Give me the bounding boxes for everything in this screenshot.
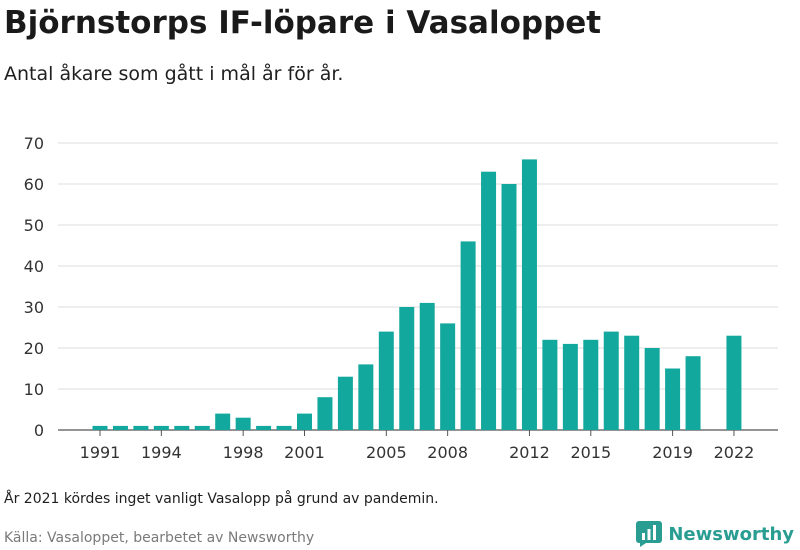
bar [521, 159, 537, 430]
bar [542, 339, 558, 430]
chart-subtitle: Antal åkare som gått i mål år för år. [4, 63, 344, 85]
bar [112, 425, 128, 430]
bar [153, 425, 169, 430]
x-tick-label: 2008 [427, 443, 468, 462]
bar [256, 425, 272, 430]
x-tick-label: 1998 [223, 443, 264, 462]
bar [481, 171, 497, 430]
bar [583, 339, 599, 430]
y-tick-label: 40 [24, 257, 44, 276]
bar [317, 397, 333, 430]
x-tick-label: 2005 [366, 443, 407, 462]
bar [194, 425, 210, 430]
bar [603, 331, 619, 430]
x-tick-label: 2012 [509, 443, 550, 462]
bar [562, 343, 578, 430]
x-tick-label: 1994 [141, 443, 182, 462]
bar [358, 364, 374, 430]
x-tick-label: 1991 [80, 443, 121, 462]
x-tick-label: 2015 [570, 443, 611, 462]
bar [624, 335, 640, 430]
y-tick-label: 70 [24, 134, 44, 153]
bar [685, 356, 701, 430]
y-tick-label: 30 [24, 298, 44, 317]
bar [378, 331, 394, 430]
bar-chart: 0 10 20 30 40 50 60 70 1991 1994 1998 2001 2005 2008 2… [24, 134, 778, 462]
x-tick-label: 2022 [714, 443, 755, 462]
bar [235, 417, 251, 430]
bar [215, 413, 231, 430]
x-tick-label: 2019 [652, 443, 693, 462]
bar [92, 425, 108, 430]
brand-name: Newsworthy [668, 523, 794, 545]
bar [337, 376, 353, 430]
bar [460, 241, 476, 430]
bar [297, 413, 312, 430]
bar [276, 425, 292, 430]
x-tick-label: 2001 [284, 443, 325, 462]
y-tick-label: 0 [34, 421, 44, 440]
y-tick-label: 60 [24, 175, 44, 194]
bar [644, 348, 660, 430]
y-tick-label: 20 [24, 339, 44, 358]
newsworthy-logo-icon [636, 521, 663, 547]
chart-note: År 2021 kördes inget vanligt Vasalopp på… [4, 491, 439, 507]
y-tick-label: 50 [24, 216, 44, 235]
bar [174, 425, 190, 430]
bar [501, 184, 517, 430]
bar [419, 302, 435, 430]
bar [133, 425, 149, 430]
chart-source: Källa: Vasaloppet, bearbetet av Newswort… [4, 530, 315, 546]
brand-logo[interactable]: Newsworthy [636, 518, 794, 550]
bar [726, 335, 742, 430]
chart-title: Björnstorps IF-löpare i Vasaloppet [4, 5, 602, 41]
bar [440, 323, 456, 430]
bar [399, 307, 415, 430]
y-tick-label: 10 [24, 380, 44, 399]
bar [665, 368, 681, 430]
